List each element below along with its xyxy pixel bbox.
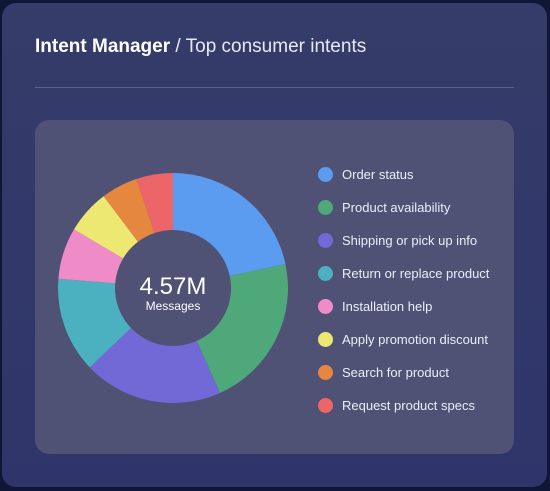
- legend-item[interactable]: Shipping or pick up info: [318, 224, 489, 257]
- page-title: Intent Manager / Top consumer intents: [35, 36, 366, 58]
- legend-item[interactable]: Product availability: [318, 191, 489, 224]
- center-label: Messages: [146, 299, 201, 313]
- legend-label: Return or replace product: [342, 266, 490, 281]
- legend-label: Order status: [342, 167, 414, 182]
- donut-slice-4[interactable]: [58, 278, 132, 368]
- donut-slice-7[interactable]: [103, 178, 155, 242]
- legend-label: Request product specs: [342, 398, 475, 413]
- donut-slice-5[interactable]: [58, 229, 124, 284]
- legend-item[interactable]: Installation help: [318, 290, 489, 323]
- legend-dot: [318, 398, 333, 413]
- legend-label: Apply promotion discount: [342, 332, 488, 347]
- donut-chart: 4.57M Messages: [58, 173, 288, 403]
- legend-dot: [318, 365, 333, 380]
- legend-item[interactable]: Search for product: [318, 356, 489, 389]
- page-subtitle: Top consumer intents: [185, 36, 367, 57]
- legend-dot: [318, 266, 333, 281]
- donut-slice-6[interactable]: [74, 196, 139, 259]
- legend-label: Installation help: [342, 299, 433, 314]
- app-title: Intent Manager: [35, 36, 171, 57]
- legend-label: Search for product: [342, 365, 449, 380]
- center-value: 4.57M: [140, 273, 207, 300]
- donut-slice-3[interactable]: [89, 328, 221, 403]
- legend-item[interactable]: Order status: [318, 158, 489, 191]
- legend-dot: [318, 200, 333, 215]
- donut-slice-1[interactable]: [173, 173, 286, 276]
- breadcrumb-separator: /: [175, 36, 181, 57]
- legend-item[interactable]: Return or replace product: [318, 257, 489, 290]
- chart-card: 4.57M Messages Order status Product avail…: [35, 120, 514, 454]
- legend-dot: [318, 299, 333, 314]
- header-divider: [35, 87, 514, 88]
- legend-dot: [318, 233, 333, 248]
- intent-panel: Intent Manager / Top consumer intents 4.…: [2, 3, 547, 487]
- donut-slice-2[interactable]: [196, 263, 288, 393]
- chart-legend: Order status Product availability Shipping…: [318, 158, 489, 422]
- legend-dot: [318, 332, 333, 347]
- donut-slice-8[interactable]: [136, 173, 173, 234]
- legend-item[interactable]: Apply promotion discount: [318, 323, 489, 356]
- legend-label: Product availability: [342, 200, 451, 215]
- legend-dot: [318, 167, 333, 182]
- legend-label: Shipping or pick up info: [342, 233, 478, 248]
- legend-item[interactable]: Request product specs: [318, 389, 489, 422]
